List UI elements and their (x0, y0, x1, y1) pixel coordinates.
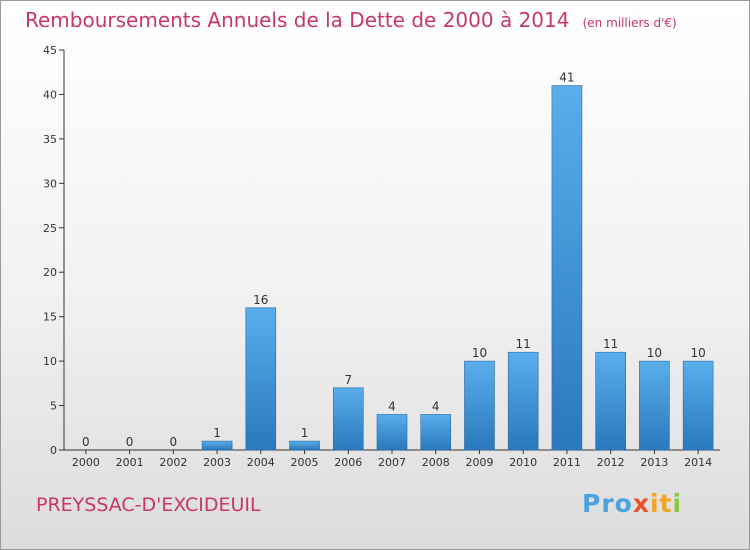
y-tick-label: 10 (43, 355, 57, 368)
x-tick-label: 2001 (116, 456, 144, 469)
bar (245, 307, 277, 451)
proxiti-logo: Proxiti (582, 489, 682, 518)
y-tick-label: 30 (43, 177, 57, 190)
logo-part: it (649, 489, 673, 518)
x-tick-label: 2010 (509, 456, 537, 469)
bar-value-label: 4 (432, 399, 440, 413)
x-tick-label: 2007 (378, 456, 406, 469)
x-tick-label: 2004 (247, 456, 275, 469)
bar-value-label: 10 (472, 346, 487, 360)
logo-part: Pro (582, 489, 633, 518)
bar-value-label: 4 (388, 399, 396, 413)
bar-value-label: 1 (213, 426, 221, 440)
y-tick-label: 40 (43, 88, 57, 101)
x-tick-label: 2011 (553, 456, 581, 469)
bar-value-label: 7 (344, 373, 352, 387)
bar-value-label: 11 (516, 337, 531, 351)
y-tick-label: 20 (43, 266, 57, 279)
y-tick-label: 0 (50, 444, 57, 457)
y-tick-label: 5 (50, 400, 57, 413)
unit-note: (en milliers d'€) (582, 16, 677, 30)
y-tick-label: 15 (43, 311, 57, 324)
bar (332, 387, 364, 451)
bar-value-label: 0 (82, 435, 90, 449)
y-tick-label: 35 (43, 133, 57, 146)
bar (682, 360, 714, 451)
bar (201, 440, 233, 451)
chart-title: Remboursements Annuels de la Dette de 20… (25, 8, 677, 32)
y-tick-label: 25 (43, 222, 57, 235)
bar (464, 360, 495, 451)
logo-part: x (632, 489, 650, 518)
x-tick-label: 2006 (334, 456, 362, 469)
x-tick-label: 2013 (640, 456, 668, 469)
bar (551, 85, 583, 451)
bar-value-label: 10 (647, 346, 662, 360)
x-tick-label: 2005 (291, 456, 319, 469)
bar-value-label: 16 (253, 293, 268, 307)
bar-value-label: 11 (603, 337, 618, 351)
x-tick-label: 2014 (684, 456, 712, 469)
commune-name: PREYSSAC-D'EXCIDEUIL (36, 494, 261, 516)
bar (420, 414, 452, 451)
bar-value-label: 0 (170, 435, 178, 449)
logo-part: i (672, 489, 683, 518)
bar (376, 414, 408, 451)
bar-value-label: 0 (126, 435, 134, 449)
y-tick-label: 45 (43, 44, 57, 57)
x-tick-label: 2009 (465, 456, 493, 469)
bar (595, 351, 626, 451)
bar-value-label: 1 (301, 426, 309, 440)
bar (507, 351, 539, 451)
x-tick-label: 2008 (422, 456, 450, 469)
title-text: Remboursements Annuels de la Dette de 20… (25, 8, 570, 32)
x-tick-label: 2012 (597, 456, 625, 469)
bar-value-label: 10 (690, 346, 705, 360)
bar (289, 440, 320, 451)
x-tick-label: 2002 (159, 456, 187, 469)
bar (639, 360, 670, 451)
bar-value-label: 41 (559, 71, 574, 85)
x-tick-label: 2003 (203, 456, 231, 469)
x-tick-label: 2000 (72, 456, 100, 469)
